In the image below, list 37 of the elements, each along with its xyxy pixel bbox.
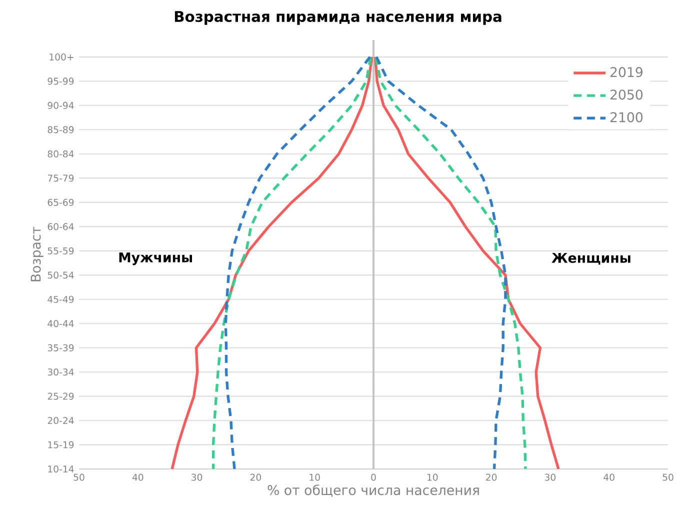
y-tick-label: 10-14 [48, 465, 74, 473]
legend-label: 2100 [610, 112, 643, 122]
y-tick-label: 15-19 [48, 441, 74, 448]
x-tick-label: 20 [250, 474, 262, 481]
x-tick-label: 10 [428, 474, 438, 481]
legend-label: 2019 [610, 67, 642, 78]
annotation: Мужчины [119, 252, 192, 266]
x-tick-label: 50 [662, 474, 674, 481]
legend-label: 2050 [610, 90, 643, 100]
x-tick-label: 50 [74, 474, 84, 481]
y-tick-label: 60-64 [48, 223, 74, 230]
y-tick-label: 50-54 [48, 272, 74, 279]
y-tick-label: 95-99 [48, 78, 74, 85]
y-tick-label: 40-44 [48, 320, 74, 328]
x-tick-label: 20 [486, 474, 497, 481]
x-tick-label: 40 [132, 474, 144, 481]
y-tick-label: 45-49 [48, 296, 74, 303]
y-tick-label: 20-24 [48, 417, 74, 424]
y-tick-label: 100+ [50, 53, 74, 60]
x-axis-title: % от общего числа населения [268, 484, 479, 497]
y-tick-label: 75-79 [48, 174, 74, 182]
x-tick-label: 40 [604, 474, 614, 481]
x-tick-label: 0 [371, 474, 376, 481]
y-tick-label: 85-89 [48, 126, 74, 134]
y-tick-label: 55-59 [48, 247, 74, 254]
y-tick-label: 90-94 [48, 102, 74, 109]
annotation: Женщины [552, 253, 630, 265]
y-tick-label: 30-34 [48, 368, 74, 376]
y-tick-label: 65-69 [48, 198, 74, 206]
x-tick-label: 30 [544, 474, 556, 481]
x-tick-label: 30 [192, 474, 202, 481]
x-tick-label: 10 [310, 474, 320, 481]
y-tick-label: 35-39 [48, 344, 74, 352]
chart-title: Возрастная пирамида населения мира [174, 11, 502, 25]
y-axis-title: Возраст [30, 226, 44, 282]
y-tick-label: 80-84 [48, 150, 74, 158]
y-tick-label: 25-29 [48, 392, 74, 400]
